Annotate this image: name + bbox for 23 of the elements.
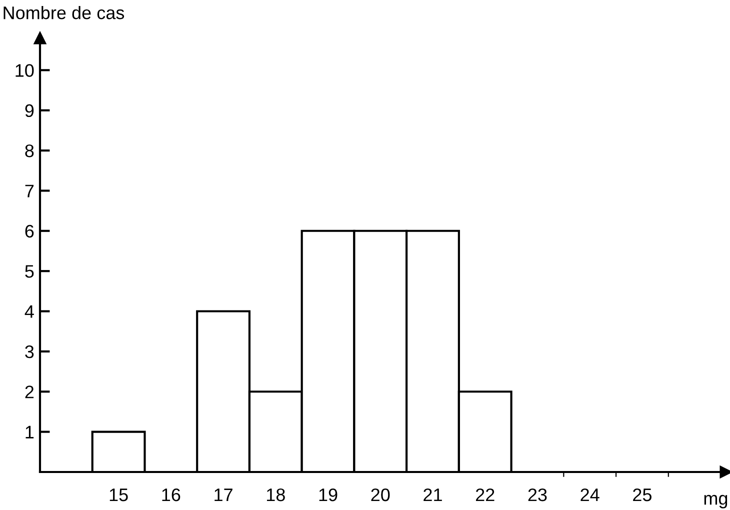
x-tick-label: 25 — [633, 488, 652, 502]
x-tick-label: 24 — [580, 488, 600, 502]
y-tick-label: 7 — [25, 184, 34, 198]
x-tick-label: 15 — [110, 488, 128, 502]
x-tick-label: 22 — [476, 488, 494, 502]
y-tick-label: 10 — [16, 64, 34, 77]
x-tick-label: 19 — [319, 488, 338, 502]
y-tick-label: 9 — [25, 104, 34, 118]
x-tick-label: 23 — [528, 488, 547, 502]
y-axis-title: Nombre de cas — [4, 6, 124, 20]
x-tick-label: 20 — [371, 488, 390, 502]
y-tick-label: 1 — [26, 426, 34, 438]
x-tick-label: 16 — [162, 488, 180, 502]
y-tick-label: 2 — [25, 386, 34, 398]
x-tick-label: 21 — [424, 488, 442, 502]
x-tick-label: 18 — [266, 488, 285, 502]
y-tick-label: 8 — [25, 144, 34, 158]
y-tick-label: 5 — [25, 265, 34, 278]
x-axis-title: mg — [704, 494, 728, 508]
x-tick-label: 17 — [214, 488, 232, 502]
y-tick-label: 3 — [25, 345, 34, 358]
y-tick-label: 4 — [24, 305, 34, 318]
y-tick-label: 6 — [25, 224, 34, 238]
